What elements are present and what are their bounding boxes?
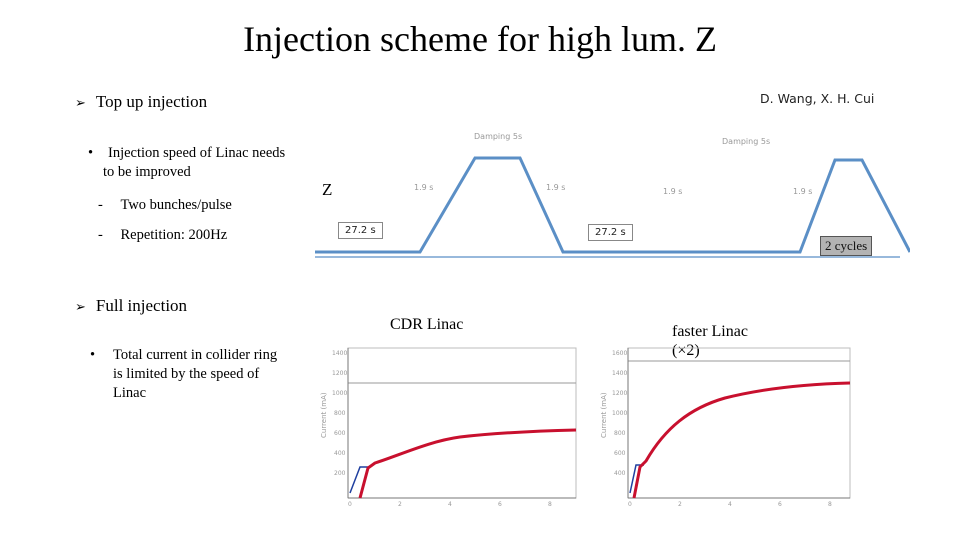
topup-heading: ➢ Top up injection <box>75 92 207 112</box>
full-heading: ➢ Full injection <box>75 296 187 316</box>
plot-frame <box>627 347 851 499</box>
current-curve <box>632 381 851 499</box>
right-caption-line2: (×2) <box>672 342 700 359</box>
svg-text:6: 6 <box>498 501 502 508</box>
y-tick-labels: 1400 1200 1000 800 600 400 200 <box>332 350 347 477</box>
svg-text:8: 8 <box>548 501 552 508</box>
current-curve <box>358 428 577 499</box>
svg-text:1400: 1400 <box>332 350 347 357</box>
right-caption-line1: faster Linac <box>672 323 748 340</box>
full-bullet: • Total current in collider ring is limi… <box>90 346 280 403</box>
injection-timing-diagram <box>315 156 910 258</box>
interval-box: 27.2 s <box>338 222 383 239</box>
round-bullet-icon: • <box>88 145 94 161</box>
svg-text:1000: 1000 <box>612 410 627 417</box>
svg-text:1400: 1400 <box>612 370 627 377</box>
svg-text:6: 6 <box>778 501 782 508</box>
dash-bullet-icon: - <box>98 227 103 243</box>
topup-subitem: - Two bunches/pulse <box>98 196 232 215</box>
svg-text:600: 600 <box>334 430 346 437</box>
svg-text:600: 600 <box>614 450 626 457</box>
slide-title: Injection scheme for high lum. Z <box>243 19 717 59</box>
dash-bullet-icon: - <box>98 197 103 213</box>
svg-text:1200: 1200 <box>612 390 627 397</box>
round-bullet-icon: • <box>90 347 96 363</box>
ramp-label: 1.9 s <box>663 187 683 196</box>
svg-text:200: 200 <box>334 470 346 477</box>
damping-label: Damping 5s <box>474 132 523 141</box>
svg-text:8: 8 <box>828 501 832 508</box>
y-axis-title: Current (mA) <box>320 392 328 438</box>
svg-text:2: 2 <box>678 501 682 508</box>
svg-text:4: 4 <box>728 501 732 508</box>
svg-text:4: 4 <box>448 501 452 508</box>
ramp-label: 1.9 s <box>414 183 434 192</box>
svg-text:1200: 1200 <box>332 370 347 377</box>
cycles-label: 2 cycles <box>820 236 873 256</box>
topup-subitem-text: Repetition: 200Hz <box>120 227 228 243</box>
blue-ramp <box>349 466 370 494</box>
topup-subitem-text: Two bunches/pulse <box>120 197 232 213</box>
y-tick-labels: 1600 1400 1200 1000 800 600 400 <box>612 350 627 477</box>
x-tick-labels: 0 2 4 6 8 <box>348 501 552 508</box>
y-axis-title: Current (mA) <box>600 392 608 438</box>
topup-bullet: • Injection speed of Linac needs to be i… <box>88 144 288 182</box>
arrow-bullet-icon: ➢ <box>75 95 86 110</box>
interval-box: 27.2 s <box>588 224 633 241</box>
right-plot-caption: faster Linac (×2) <box>672 322 748 360</box>
damping-label: Damping 5s <box>722 137 771 146</box>
full-heading-text: Full injection <box>95 296 188 315</box>
ramp-label: 1.9 s <box>793 187 813 196</box>
topup-subitem: - Repetition: 200Hz <box>98 226 227 245</box>
svg-text:2: 2 <box>398 501 402 508</box>
svg-text:1000: 1000 <box>332 390 347 397</box>
full-bullet-text: Total current in collider ring is limite… <box>113 347 278 401</box>
x-tick-labels: 0 2 4 6 8 <box>628 501 832 508</box>
svg-text:400: 400 <box>334 450 346 457</box>
svg-text:0: 0 <box>628 501 632 508</box>
left-plot-caption: CDR Linac <box>390 316 464 333</box>
svg-text:1600: 1600 <box>612 350 627 357</box>
cdr-linac-current-plot: 1400 1200 1000 800 600 400 200 Current (mA) 0… <box>320 347 577 508</box>
plot-frame <box>347 347 577 499</box>
svg-text:800: 800 <box>614 430 626 437</box>
topup-bullet-text: Injection speed of Linac needs to be imp… <box>103 145 286 180</box>
topup-heading-text: Top up injection <box>95 92 208 111</box>
svg-text:800: 800 <box>334 410 346 417</box>
svg-text:0: 0 <box>348 501 352 508</box>
ramp-label: 1.9 s <box>546 183 566 192</box>
z-label: Z <box>322 180 333 199</box>
svg-text:400: 400 <box>614 470 626 477</box>
timing-waveform <box>315 156 910 254</box>
arrow-bullet-icon: ➢ <box>75 299 86 314</box>
authors-label: D. Wang, X. H. Cui <box>760 91 875 106</box>
